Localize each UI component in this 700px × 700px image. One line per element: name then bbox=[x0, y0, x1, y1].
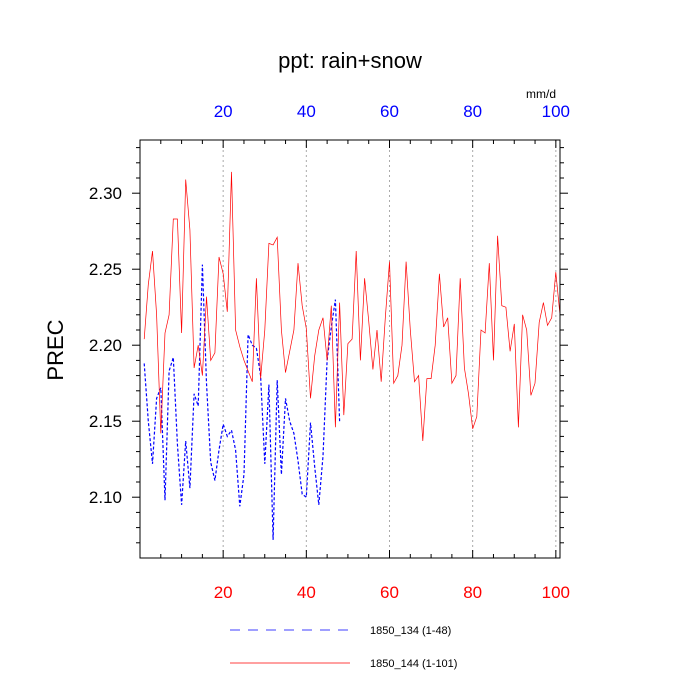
gridlines bbox=[222, 140, 557, 558]
x-tick-label-bottom: 60 bbox=[380, 583, 399, 602]
top-axis-unit: mm/d bbox=[526, 87, 556, 101]
y-tick-label: 2.20 bbox=[89, 336, 122, 355]
x-tick-label-bottom: 100 bbox=[542, 583, 570, 602]
y-axis-label: PREC bbox=[43, 319, 68, 380]
x-tick-label-bottom: 40 bbox=[297, 583, 316, 602]
series-line-1 bbox=[143, 264, 341, 540]
legend: 1850_134 (1-48) 1850_144 (1-101) bbox=[230, 625, 457, 670]
series-lines bbox=[143, 171, 561, 540]
x-tick-label-top: 80 bbox=[463, 102, 482, 121]
y-tick-label: 2.25 bbox=[89, 260, 122, 279]
x-tick-label-top: 100 bbox=[542, 102, 570, 121]
y-tick-label: 2.30 bbox=[89, 184, 122, 203]
y-tick-label: 2.10 bbox=[89, 488, 122, 507]
x-tick-label-bottom: 20 bbox=[214, 583, 233, 602]
axis-ticks bbox=[132, 140, 568, 558]
y-tick-label: 2.15 bbox=[89, 412, 122, 431]
x-tick-label-top: 40 bbox=[297, 102, 316, 121]
legend-label-1: 1850_134 (1-48) bbox=[370, 625, 451, 637]
legend-label-2: 1850_144 (1-101) bbox=[370, 658, 457, 670]
tick-labels: 20 20 40 40 60 60 80 80 100 100 2.10 2.15 2.20 2.25 2.… bbox=[89, 102, 570, 602]
x-tick-label-top: 60 bbox=[380, 102, 399, 121]
chart-title: ppt: rain+snow bbox=[278, 48, 422, 73]
x-tick-label-top: 20 bbox=[214, 102, 233, 121]
x-tick-label-bottom: 80 bbox=[463, 583, 482, 602]
plot-frame bbox=[139, 139, 561, 559]
series-line-2 bbox=[143, 171, 561, 442]
